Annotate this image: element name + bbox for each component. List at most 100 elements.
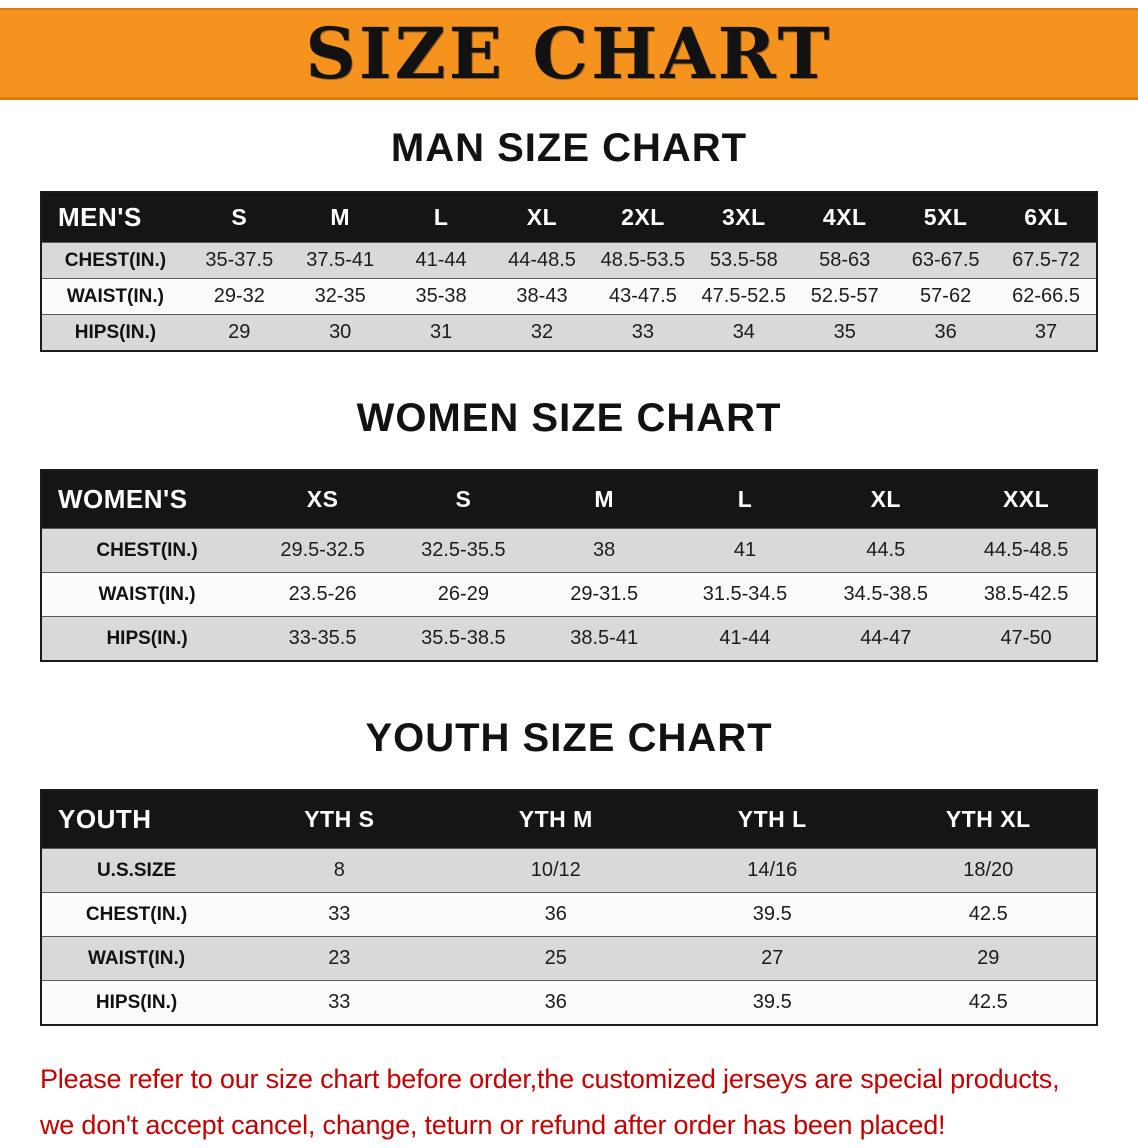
row-label: HIPS(IN.) <box>41 314 189 351</box>
table-cell: 32.5-35.5 <box>392 528 534 573</box>
size-column-header: 3XL <box>693 192 795 243</box>
table-header-label: MEN'S <box>41 192 189 243</box>
table-cell: 58-63 <box>794 242 896 279</box>
footer-line-2: we don't accept cancel, change, teturn o… <box>40 1110 946 1140</box>
table-cell: 36 <box>447 892 665 937</box>
table-cell: 29-31.5 <box>533 572 675 617</box>
row-label: CHEST(IN.) <box>41 528 253 573</box>
table-cell: 29.5-32.5 <box>252 528 393 573</box>
row-label: HIPS(IN.) <box>41 616 253 661</box>
table-cell: 57-62 <box>895 278 997 315</box>
table-row: HIPS(IN.) 29 30 31 32 33 34 35 36 37 <box>41 314 1097 351</box>
table-cell: 34.5-38.5 <box>815 572 957 617</box>
table-row: CHEST(IN.) 29.5-32.5 32.5-35.5 38 41 44.5 44.5… <box>41 528 1097 573</box>
table-cell: 35-37.5 <box>188 242 290 279</box>
table-cell: 44.5-48.5 <box>956 528 1097 573</box>
size-column-header: 5XL <box>895 192 997 243</box>
women-size-table: WOMEN'S XS S M L XL XXL CHEST(IN.) 29.5-32.5 32.5… <box>40 469 1098 662</box>
table-row: HIPS(IN.) 33-35.5 35.5-38.5 38.5-41 41-44 44-… <box>41 616 1097 661</box>
size-column-header: XXL <box>956 470 1097 529</box>
table-cell: 41-44 <box>390 242 492 279</box>
table-cell: 44-48.5 <box>491 242 593 279</box>
table-cell: 29-32 <box>188 278 290 315</box>
women-section-title: WOMEN SIZE CHART <box>356 396 782 440</box>
footer-line-1: Please refer to our size chart before or… <box>40 1064 1060 1094</box>
table-row: WAIST(IN.) 23 25 27 29 <box>41 936 1097 981</box>
size-column-header: YTH XL <box>880 790 1097 849</box>
table-cell: 41-44 <box>674 616 816 661</box>
size-column-header: XL <box>815 470 957 529</box>
table-cell: 30 <box>289 314 391 351</box>
table-cell: 25 <box>447 936 665 981</box>
table-row: HIPS(IN.) 33 36 39.5 42.5 <box>41 980 1097 1025</box>
banner-title: SIZE CHART <box>305 12 833 95</box>
youth-section-title: YOUTH SIZE CHART <box>365 716 773 760</box>
youth-size-section: YOUTH SIZE CHART YOUTH YTH S YTH M YTH L YTH… <box>0 716 1138 1026</box>
women-size-section: WOMEN SIZE CHART WOMEN'S XS S M L XL XXL CHEST(… <box>0 396 1138 662</box>
size-column-header: M <box>289 192 391 243</box>
men-size-section: MAN SIZE CHART MEN'S S M L XL 2XL 3XL 4XL 5XL 6XL… <box>0 126 1138 352</box>
row-label: WAIST(IN.) <box>41 936 232 981</box>
table-cell: 36 <box>447 980 665 1025</box>
table-header-label: WOMEN'S <box>41 470 253 529</box>
table-cell: 67.5-72 <box>996 242 1097 279</box>
table-cell: 33 <box>231 980 448 1025</box>
table-cell: 43-47.5 <box>592 278 694 315</box>
size-column-header: M <box>533 470 675 529</box>
size-column-header: XL <box>491 192 593 243</box>
table-cell: 27 <box>664 936 881 981</box>
table-cell: 63-67.5 <box>895 242 997 279</box>
table-cell: 41 <box>674 528 816 573</box>
table-cell: 38-43 <box>491 278 593 315</box>
size-column-header: L <box>390 192 492 243</box>
table-cell: 31 <box>390 314 492 351</box>
size-column-header: 4XL <box>794 192 896 243</box>
table-cell: 35 <box>794 314 896 351</box>
table-cell: 14/16 <box>664 848 881 893</box>
table-header-label: YOUTH <box>41 790 232 849</box>
row-label: HIPS(IN.) <box>41 980 232 1025</box>
size-chart-banner: SIZE CHART <box>0 8 1138 100</box>
size-column-header: YTH L <box>664 790 881 849</box>
table-cell: 38.5-41 <box>533 616 675 661</box>
size-column-header: 2XL <box>592 192 694 243</box>
table-cell: 34 <box>693 314 795 351</box>
table-row: U.S.SIZE 8 10/12 14/16 18/20 <box>41 848 1097 893</box>
men-size-table: MEN'S S M L XL 2XL 3XL 4XL 5XL 6XL CHEST(IN.) 35-37… <box>40 191 1098 352</box>
table-cell: 35.5-38.5 <box>392 616 534 661</box>
table-cell: 39.5 <box>664 892 881 937</box>
size-column-header: S <box>188 192 290 243</box>
table-row: WAIST(IN.) 29-32 32-35 35-38 38-43 43-47.5 47.… <box>41 278 1097 315</box>
size-column-header: XS <box>252 470 393 529</box>
row-label: WAIST(IN.) <box>41 278 189 315</box>
table-cell: 53.5-58 <box>693 242 795 279</box>
table-cell: 52.5-57 <box>794 278 896 315</box>
youth-size-table: YOUTH YTH S YTH M YTH L YTH XL U.S.SIZE 8 10/12… <box>40 789 1098 1026</box>
row-label: CHEST(IN.) <box>41 892 232 937</box>
table-row: CHEST(IN.) 33 36 39.5 42.5 <box>41 892 1097 937</box>
table-cell: 36 <box>895 314 997 351</box>
size-column-header: YTH S <box>231 790 448 849</box>
table-cell: 42.5 <box>880 980 1097 1025</box>
table-cell: 8 <box>231 848 448 893</box>
table-cell: 18/20 <box>880 848 1097 893</box>
table-cell: 47.5-52.5 <box>693 278 795 315</box>
size-column-header: 6XL <box>996 192 1097 243</box>
table-cell: 33-35.5 <box>252 616 393 661</box>
table-cell: 42.5 <box>880 892 1097 937</box>
table-cell: 38.5-42.5 <box>956 572 1097 617</box>
table-cell: 37 <box>996 314 1097 351</box>
table-cell: 44.5 <box>815 528 957 573</box>
row-label: WAIST(IN.) <box>41 572 253 617</box>
table-header-row: WOMEN'S XS S M L XL XXL <box>41 470 1097 529</box>
table-cell: 10/12 <box>447 848 665 893</box>
table-cell: 33 <box>592 314 694 351</box>
table-cell: 35-38 <box>390 278 492 315</box>
table-cell: 33 <box>231 892 448 937</box>
table-cell: 26-29 <box>392 572 534 617</box>
size-column-header: S <box>392 470 534 529</box>
table-cell: 23 <box>231 936 448 981</box>
table-cell: 32-35 <box>289 278 391 315</box>
size-column-header: YTH M <box>447 790 665 849</box>
table-row: CHEST(IN.) 35-37.5 37.5-41 41-44 44-48.5 48.5… <box>41 242 1097 279</box>
